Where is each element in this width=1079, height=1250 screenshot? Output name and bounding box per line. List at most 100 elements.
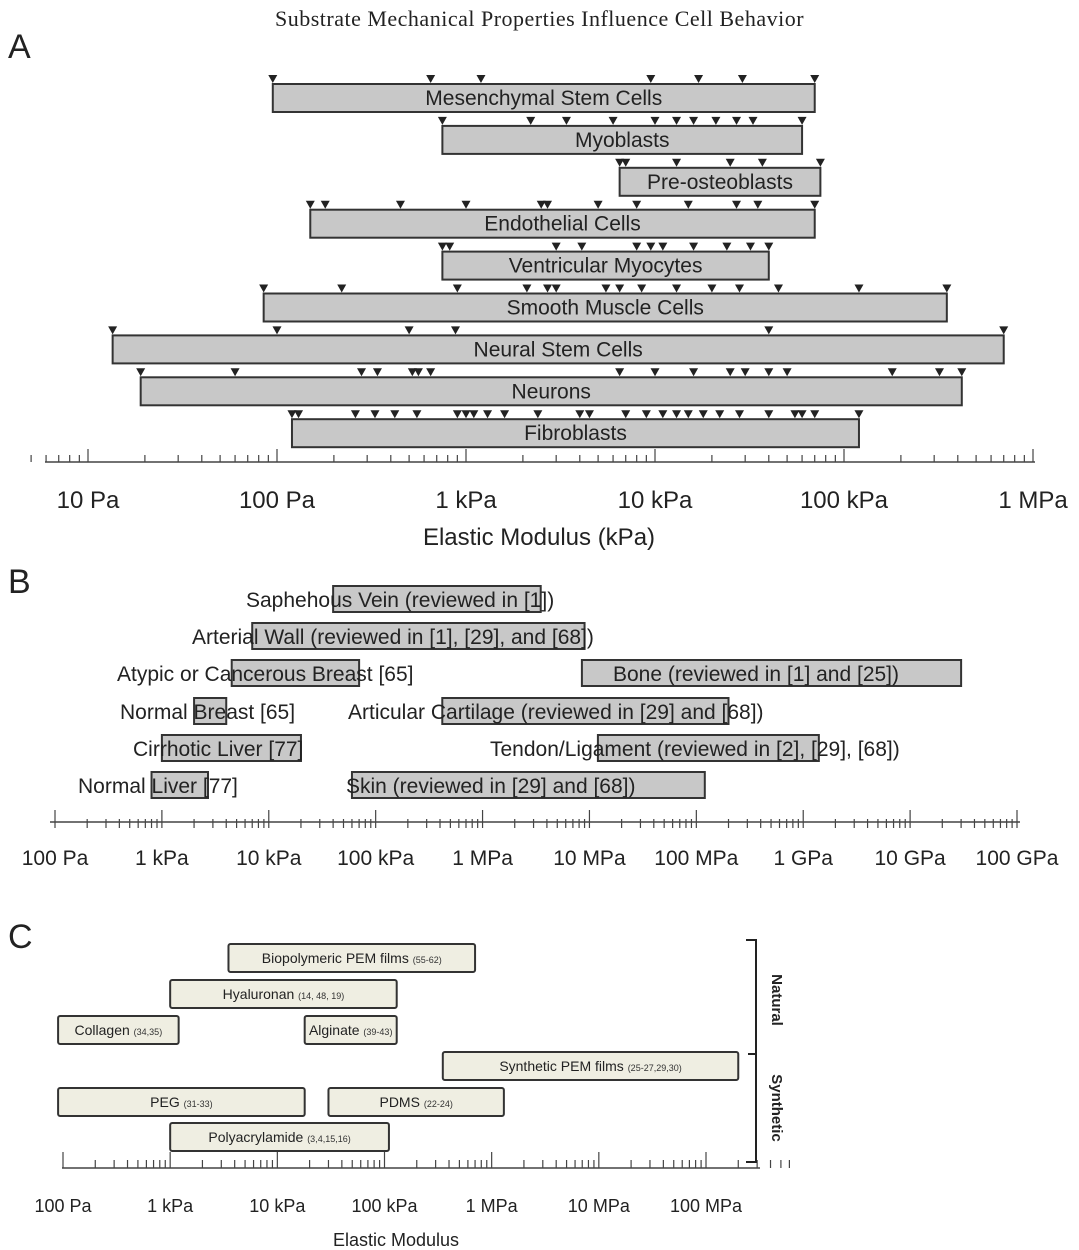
range-name: Hyaluronan — [223, 986, 299, 1002]
study-marker — [445, 242, 455, 251]
x-tick-label: 10 MPa — [553, 847, 626, 870]
study-marker — [632, 200, 642, 209]
study-marker — [615, 368, 625, 377]
x-tick-label: 100 GPa — [976, 847, 1059, 870]
study-marker — [942, 284, 952, 293]
range-label: PDMS (22-24) — [379, 1094, 452, 1110]
study-marker — [632, 242, 642, 251]
range-name: Synthetic PEM films — [499, 1058, 627, 1074]
study-marker — [476, 75, 486, 83]
range-label: Smooth Muscle Cells — [507, 297, 704, 320]
panel-a-chart: Mesenchymal Stem Cells Myoblasts Pre-osteo… — [30, 75, 1068, 551]
x-tick-label: 10 Pa — [57, 487, 120, 514]
range-label: Polyacrylamide (3,4,15,16) — [208, 1129, 350, 1145]
range-bar — [230, 659, 361, 687]
range-bar — [290, 418, 860, 449]
study-marker — [715, 410, 725, 419]
range-bar — [327, 1087, 505, 1117]
x-axis-label: Elastic Modulus — [333, 1230, 459, 1250]
study-marker — [782, 368, 792, 377]
study-marker — [526, 116, 536, 125]
range-ref: (3,4,15,16) — [307, 1134, 351, 1144]
x-tick-label: 1 kPa — [147, 1196, 194, 1216]
range-bar — [57, 1015, 180, 1045]
study-marker — [452, 410, 462, 419]
range-bar — [169, 979, 398, 1009]
study-marker — [575, 410, 585, 419]
study-marker — [732, 200, 742, 209]
range-name: Biopolymeric PEM films — [262, 950, 413, 966]
study-marker — [584, 410, 594, 419]
study-marker — [469, 410, 479, 419]
panel-letter-c: C — [8, 918, 33, 956]
study-marker — [745, 242, 755, 251]
study-marker — [259, 284, 269, 293]
study-marker — [437, 242, 447, 251]
study-marker — [810, 410, 820, 419]
range-ref: (25-27,29,30) — [628, 1063, 682, 1073]
range-label: Normal Breast [65] — [120, 701, 295, 724]
study-marker — [370, 410, 380, 419]
study-marker — [608, 116, 618, 125]
range-label: Bone (reviewed in [1] and [25]) — [613, 663, 899, 686]
study-marker — [287, 410, 297, 419]
x-tick-label: 10 GPa — [875, 847, 947, 870]
study-marker — [357, 368, 367, 377]
study-marker — [268, 75, 278, 83]
study-marker — [810, 200, 820, 209]
range-label: Pre-osteoblasts — [647, 171, 793, 194]
study-marker — [230, 368, 240, 377]
range-label: Biopolymeric PEM films (55-62) — [262, 950, 442, 966]
range-label: Endothelial Cells — [484, 213, 640, 236]
x-tick-label: 100 MPa — [670, 1196, 743, 1216]
study-marker — [407, 368, 417, 377]
figure-title: Substrate Mechanical Properties Influenc… — [274, 6, 805, 31]
panel-letter-a: A — [8, 28, 31, 66]
study-marker — [637, 284, 647, 293]
range-bar — [139, 376, 963, 407]
study-marker — [740, 368, 750, 377]
range-bar — [441, 250, 770, 281]
x-tick-label: 10 kPa — [618, 487, 693, 514]
study-marker — [320, 200, 330, 209]
x-tick-label: 1 GPa — [773, 847, 833, 870]
study-marker — [577, 242, 587, 251]
study-marker — [698, 410, 708, 419]
panel-letter-b: B — [8, 563, 31, 601]
study-marker — [773, 284, 783, 293]
range-bar — [441, 697, 730, 725]
x-tick-label: 10 kPa — [236, 847, 302, 870]
study-marker — [305, 200, 315, 209]
study-marker — [790, 410, 800, 419]
range-bar — [262, 292, 948, 323]
study-marker — [737, 75, 747, 83]
study-marker — [797, 410, 807, 419]
study-marker — [753, 200, 763, 209]
study-marker — [672, 284, 682, 293]
range-name: PDMS — [379, 1094, 423, 1110]
study-marker — [615, 284, 625, 293]
study-marker — [810, 75, 820, 83]
range-label: Saphehous Vein (reviewed in [1]) — [246, 589, 554, 612]
range-label: Fibroblasts — [524, 422, 627, 445]
range-name: PEG — [150, 1094, 183, 1110]
range-ref: (31-33) — [184, 1099, 213, 1109]
panel-c-chart: Biopolymeric PEM films (55-62) Hyaluronan… — [34, 939, 790, 1250]
study-marker — [797, 116, 807, 125]
x-tick-label: 100 kPa — [337, 847, 414, 870]
study-marker — [732, 116, 742, 125]
study-marker — [854, 284, 864, 293]
study-marker — [658, 242, 668, 251]
study-marker — [711, 116, 721, 125]
range-bar — [309, 208, 816, 239]
study-marker — [764, 410, 774, 419]
range-bar — [169, 1122, 390, 1152]
study-marker — [108, 326, 118, 335]
range-label: Collagen (34,35) — [75, 1022, 163, 1038]
panel-b-chart: Saphehous Vein (reviewed in [1]) Arterial… — [22, 585, 1059, 870]
study-marker — [551, 284, 561, 293]
range-label: Hyaluronan (14, 48, 19) — [223, 986, 345, 1002]
study-marker — [650, 368, 660, 377]
x-tick-label: 10 MPa — [568, 1196, 631, 1216]
x-tick-label: 10 kPa — [249, 1196, 306, 1216]
